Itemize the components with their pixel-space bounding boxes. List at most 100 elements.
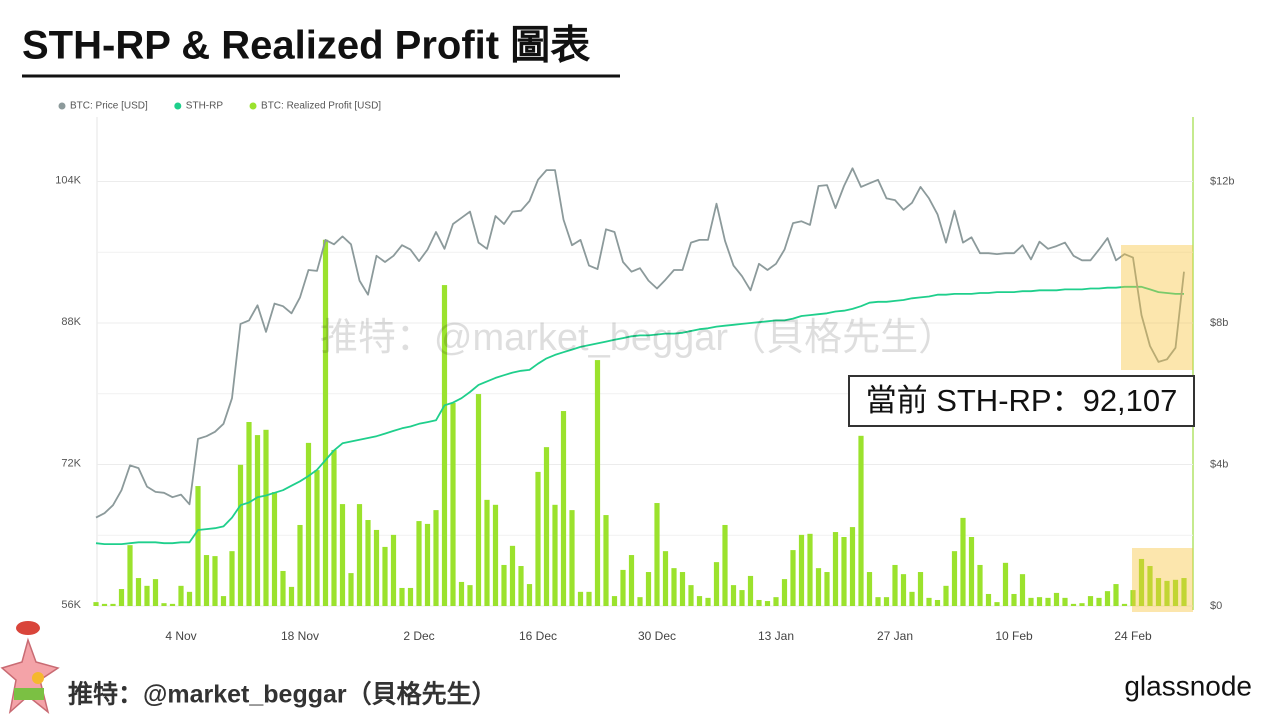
x-tick-label: 30 Dec	[638, 629, 676, 643]
bar	[1181, 578, 1187, 606]
bar	[280, 570, 286, 606]
bar	[739, 590, 745, 606]
bar	[220, 596, 227, 606]
bar	[1147, 566, 1153, 606]
bar	[866, 572, 873, 606]
bar	[883, 597, 890, 606]
bar	[798, 534, 805, 606]
bar	[1002, 562, 1009, 606]
y2-tick-label: $12b	[1210, 175, 1234, 187]
bar	[552, 504, 558, 606]
bar	[688, 585, 694, 606]
bar	[441, 285, 448, 606]
bar	[662, 551, 669, 606]
bar	[645, 572, 652, 606]
bar	[501, 564, 507, 606]
bar	[1070, 603, 1077, 606]
bar	[713, 562, 720, 606]
bar	[892, 564, 898, 606]
bar	[875, 597, 881, 606]
bar	[960, 517, 966, 606]
bar	[314, 470, 320, 606]
bar	[373, 529, 380, 606]
bar	[1036, 597, 1043, 606]
bar	[1113, 584, 1119, 606]
bar	[135, 578, 142, 606]
bar	[178, 585, 184, 606]
watermark: 推特：@market_beggar（貝格先生）	[320, 317, 956, 359]
x-tick-label: 10 Feb	[995, 629, 1033, 643]
bar	[271, 492, 278, 606]
bar	[722, 524, 728, 606]
bar	[730, 585, 737, 606]
bar	[93, 602, 99, 606]
bar	[569, 510, 575, 606]
bar	[1104, 591, 1111, 606]
bar	[1121, 603, 1128, 606]
bar	[832, 532, 839, 606]
x-tick-label: 27 Jan	[877, 629, 913, 643]
bar	[756, 599, 762, 606]
bar	[424, 523, 431, 606]
bar	[951, 551, 958, 606]
bar	[263, 429, 269, 606]
bar	[977, 564, 983, 606]
highlight-box	[1121, 245, 1193, 370]
bar	[620, 569, 626, 606]
line	[95, 285, 1184, 545]
x-tick-label: 16 Dec	[519, 629, 557, 643]
bar	[356, 504, 363, 606]
bar	[382, 546, 388, 606]
bar	[518, 566, 524, 606]
legend-label: BTC: Price [USD]	[70, 101, 148, 112]
bar	[611, 596, 618, 606]
bar	[1079, 603, 1085, 606]
bar	[900, 574, 907, 606]
bar	[628, 555, 635, 606]
bar	[195, 486, 201, 606]
y-tick-label: 72K	[61, 457, 81, 469]
bar	[1019, 574, 1026, 606]
bar	[849, 527, 856, 606]
mascot-coin	[32, 672, 44, 684]
footer-credit: 推特：@market_beggar（貝格先生）	[68, 680, 497, 709]
mascot-body	[0, 637, 60, 715]
bar	[781, 579, 788, 606]
y2-tick-label: $4b	[1210, 458, 1228, 470]
bar	[297, 524, 303, 606]
bar	[577, 591, 584, 606]
bar	[399, 587, 405, 606]
bar	[858, 435, 864, 606]
bar	[212, 556, 218, 606]
bar	[535, 471, 541, 606]
bar	[1130, 590, 1136, 606]
y2-tick-label: $0	[1210, 600, 1222, 612]
bar	[1053, 592, 1060, 606]
bar	[475, 394, 482, 606]
bar	[917, 572, 924, 606]
bar	[594, 360, 601, 606]
bar	[288, 586, 295, 606]
x-tick-label: 4 Nov	[165, 629, 196, 643]
bar	[152, 579, 159, 606]
bar	[654, 503, 660, 606]
bar	[671, 568, 677, 606]
bar	[203, 555, 210, 606]
bar	[790, 550, 796, 606]
bar	[509, 545, 516, 606]
bar	[824, 572, 830, 606]
bar	[407, 587, 414, 606]
bar	[679, 572, 686, 606]
bar	[305, 442, 312, 606]
bar	[1138, 558, 1145, 606]
x-tick-label: 18 Nov	[281, 629, 319, 643]
bar	[934, 599, 941, 606]
bar	[773, 597, 779, 606]
bar	[603, 515, 609, 606]
bar	[144, 585, 150, 606]
bar	[322, 239, 329, 606]
bar	[339, 504, 346, 606]
bar	[246, 422, 252, 606]
bar	[1028, 597, 1034, 606]
